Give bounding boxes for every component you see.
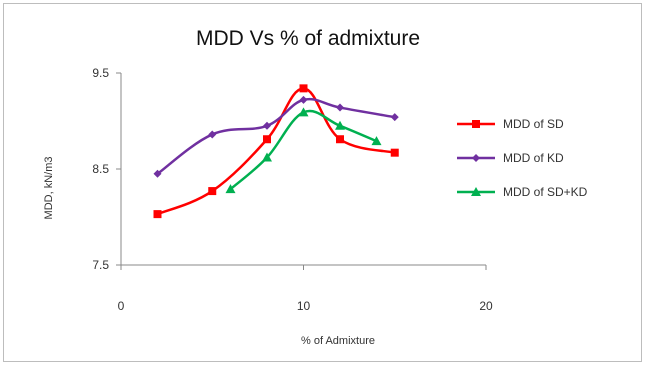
legend-entry-0: MDD of SD: [457, 117, 564, 131]
tick-marks: [116, 72, 487, 270]
plot-area: [153, 84, 399, 219]
data-point-2-0: [225, 184, 236, 194]
y-axis-label: MDD, kN/m3: [43, 157, 55, 220]
data-point-1-3: [299, 95, 308, 104]
x-tick-label-2: 20: [479, 299, 493, 313]
data-point-0-3: [299, 84, 308, 93]
legend-label-1: MDD of KD: [503, 151, 564, 165]
legend-marker-0: [472, 120, 480, 128]
legend-label-2: MDD of SD+KD: [503, 185, 588, 199]
legend-marker-2: [471, 187, 481, 196]
series-line-0: [157, 87, 396, 216]
y-tick-label-2: 7.5: [92, 258, 109, 272]
tick-labels: 9.5 8.5 7.5 0 10 20: [92, 66, 493, 313]
data-point-0-2: [263, 135, 271, 144]
legend-marker-1: [472, 154, 480, 162]
data-point-2-1: [262, 152, 272, 162]
data-point-1-0: [153, 169, 162, 178]
legend-entry-2: MDD of SD+KD: [457, 185, 588, 199]
x-tick-label-0: 0: [118, 299, 125, 313]
series-line-2: [229, 109, 377, 191]
data-point-1-2: [263, 121, 271, 130]
chart-title: MDD Vs % of admixture: [196, 27, 420, 50]
series-line-1: [156, 97, 395, 175]
series-2: [225, 107, 382, 194]
series-0: [153, 84, 399, 219]
legend-entry-1: MDD of KD: [457, 151, 564, 165]
y-tick-label-0: 9.5: [92, 66, 109, 80]
chart-frame: [3, 3, 642, 362]
data-point-1-1: [208, 130, 217, 139]
y-tick-label-1: 8.5: [92, 162, 109, 176]
data-point-1-5: [390, 113, 399, 122]
data-point-0-0: [153, 210, 162, 219]
legend-label-0: MDD of SD: [503, 117, 564, 131]
data-point-1-4: [336, 103, 344, 112]
legend: MDD of SD MDD of KD MDD of SD+KD: [457, 117, 588, 199]
data-point-2-3: [335, 120, 345, 130]
data-point-2-4: [371, 136, 382, 146]
data-point-0-5: [390, 148, 399, 157]
data-point-2-2: [298, 107, 309, 117]
series-1: [153, 95, 399, 178]
data-point-0-4: [336, 135, 344, 144]
x-axis-label: % of Admixture: [301, 335, 375, 347]
data-point-0-1: [208, 187, 217, 196]
x-tick-label-1: 10: [297, 299, 311, 313]
